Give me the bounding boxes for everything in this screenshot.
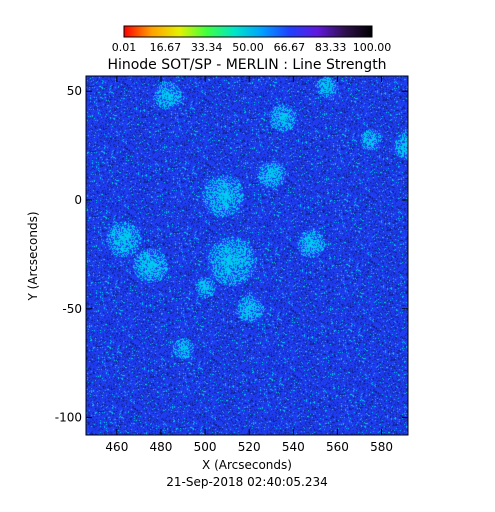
y-axis-label: Y (Arcseconds) bbox=[26, 211, 40, 301]
colorbar-tick-label: 16.67 bbox=[150, 41, 182, 54]
colorbar-tick-label: 100.00 bbox=[353, 41, 392, 54]
y-tick-label: 50 bbox=[67, 84, 82, 98]
date-label: 21-Sep-2018 02:40:05.234 bbox=[166, 475, 328, 489]
chart-title: Hinode SOT/SP - MERLIN : Line Strength bbox=[107, 57, 386, 73]
y-tick-label: -100 bbox=[55, 411, 82, 425]
y-tick-label: 0 bbox=[74, 193, 82, 207]
y-axis: 50 0 -50 -100 bbox=[55, 84, 408, 425]
colorbar: 0.01 16.67 33.34 50.00 66.67 83.33 100.00 bbox=[112, 25, 392, 54]
colorbar-gradient bbox=[123, 25, 373, 38]
x-tick-label: 560 bbox=[326, 440, 349, 454]
x-tick-label: 540 bbox=[282, 440, 305, 454]
x-tick-label: 500 bbox=[194, 440, 217, 454]
colorbar-tick-label: 83.33 bbox=[315, 41, 347, 54]
y-tick-label: -50 bbox=[62, 302, 82, 316]
plot-frame bbox=[85, 75, 409, 436]
heatmap-image bbox=[86, 76, 408, 435]
heatmap-field bbox=[85, 75, 409, 436]
x-axis: 460 480 500 520 540 560 580 bbox=[105, 76, 393, 454]
x-tick-label: 460 bbox=[105, 440, 128, 454]
x-axis-label: X (Arcseconds) bbox=[202, 458, 292, 472]
x-tick-label: 580 bbox=[370, 440, 393, 454]
colorbar-tick-label: 50.00 bbox=[232, 41, 264, 54]
colorbar-tick-label: 33.34 bbox=[191, 41, 223, 54]
x-tick-label: 480 bbox=[150, 440, 173, 454]
colorbar-tick-label: 0.01 bbox=[112, 41, 137, 54]
x-tick-label: 520 bbox=[238, 440, 261, 454]
colorbar-tick-label: 66.67 bbox=[274, 41, 306, 54]
